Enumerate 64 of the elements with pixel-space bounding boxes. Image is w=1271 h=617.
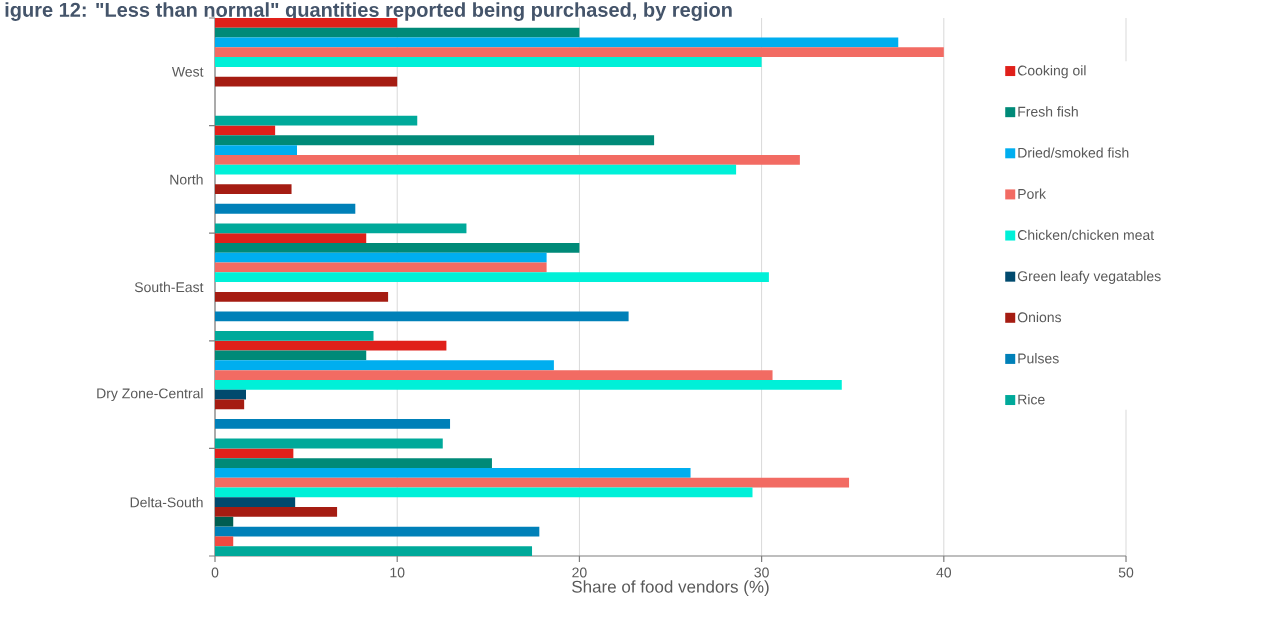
legend-label: Dried/smoked fish — [1018, 147, 1129, 158]
y-tick-label: Dry Zone-Central — [97, 388, 203, 402]
bar — [215, 331, 374, 341]
x-tick-label: 40 — [936, 567, 952, 578]
bar — [215, 487, 753, 498]
x-tick-label: 0 — [211, 567, 219, 578]
bar — [215, 164, 737, 175]
bar — [215, 536, 234, 547]
bar — [215, 115, 418, 126]
bar — [215, 360, 554, 371]
bar — [215, 340, 447, 351]
legend-label: Chicken/chicken meat — [1017, 229, 1155, 241]
bar — [215, 252, 547, 263]
bar — [215, 203, 356, 214]
legend-label: Pulses — [1018, 353, 1059, 364]
bar — [215, 57, 762, 67]
bar — [215, 477, 850, 488]
y-tick-label: Delta-South — [130, 497, 203, 508]
bar — [215, 399, 245, 410]
bar — [215, 370, 773, 380]
x-axis-title: Share of food vendors (%) — [572, 580, 769, 597]
bar — [215, 350, 367, 361]
bar — [215, 526, 540, 537]
bar — [215, 291, 389, 302]
chart-title: igure 12: "Less than normal" quantities reported being purchased, by region — [5, 2, 732, 21]
x-tick-label: 10 — [390, 567, 405, 578]
bar — [215, 125, 276, 136]
bar — [215, 233, 367, 243]
bar — [215, 145, 297, 155]
bar — [215, 242, 580, 253]
x-tick-label: 50 — [1118, 567, 1134, 578]
y-tick-label: West — [171, 66, 204, 77]
bar — [215, 438, 443, 449]
x-tick-label: 30 — [754, 567, 769, 578]
legend-label: Green leafy vegatables — [1017, 270, 1161, 284]
bar — [215, 37, 899, 48]
legend-label: Fresh fish — [1018, 106, 1078, 117]
bar — [215, 497, 296, 508]
legend-label: Onions — [1017, 311, 1062, 323]
bar — [215, 135, 655, 146]
bar — [215, 448, 294, 459]
bar — [215, 379, 842, 390]
bar — [215, 546, 533, 556]
bar — [215, 223, 467, 234]
legend-label: Pork — [1018, 188, 1047, 199]
bar — [215, 272, 769, 283]
bar — [215, 184, 292, 195]
bar — [215, 419, 451, 429]
y-tick-label: South-East — [134, 281, 204, 293]
legend-label: Cooking oil — [1017, 65, 1086, 79]
x-tick-label: 20 — [572, 567, 587, 578]
bar — [215, 467, 691, 478]
bar — [215, 27, 580, 38]
bar — [215, 507, 338, 517]
bar — [215, 516, 234, 527]
bar — [215, 154, 800, 165]
bar — [215, 389, 246, 400]
legend-label: Rice — [1018, 394, 1045, 405]
bar — [215, 458, 492, 468]
bar — [215, 47, 944, 58]
bar — [215, 76, 398, 87]
bar — [215, 262, 547, 273]
y-tick-label: North — [170, 174, 203, 185]
bar — [215, 311, 629, 322]
